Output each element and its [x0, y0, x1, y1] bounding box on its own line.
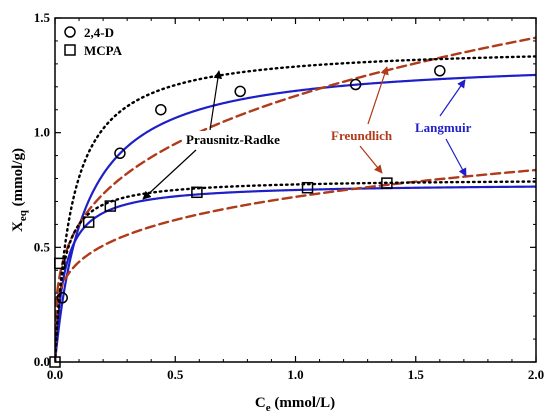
- legend-label-mcpa: MCPA: [84, 43, 123, 58]
- y-tick-label: 0.5: [34, 239, 51, 254]
- annotation-prausnitz-radke: Prausnitz-Radke: [142, 70, 293, 200]
- fit-curve-langmuir-mcpa: [55, 185, 536, 362]
- annotation-background: [184, 131, 293, 148]
- x-axis-title-subscript: e: [266, 402, 271, 414]
- annotation-arrow: [209, 70, 223, 131]
- x-axis-ticks: 0.0 0.5 1.0 1.5 2.0: [47, 18, 544, 382]
- legend-marker-circle: [64, 26, 76, 38]
- x-tick-label: 1.0: [287, 367, 303, 382]
- x-tick-label: 1.5: [408, 367, 425, 382]
- x-axis-title: Ce (mmol/L): [255, 395, 335, 414]
- data-point-circle: [155, 103, 167, 116]
- annotation-arrow: [367, 66, 389, 125]
- data-point-square: [82, 216, 95, 228]
- data-point-square: [381, 177, 393, 189]
- annotation-arrow: [439, 79, 466, 117]
- data-point-circle: [56, 292, 68, 304]
- annotation-arrow: [142, 149, 197, 200]
- data-point-circle: [114, 147, 126, 160]
- fit-curve-prausnitz-radke-2-4-d: [55, 55, 536, 362]
- annotation-label-langmuir: Langmuir: [415, 120, 472, 135]
- legend: 2,4-D MCPA: [64, 25, 123, 58]
- data-point-square: [104, 200, 117, 212]
- data-point-square: [301, 181, 314, 194]
- data-point-circle: [434, 64, 446, 77]
- data-point-circle: [349, 78, 362, 91]
- y-tick-label: 1.5: [34, 10, 51, 25]
- y-axis-title: Xeq (mmol/g): [10, 148, 29, 232]
- data-point-circle: [234, 85, 246, 98]
- legend-label-2-4-d: 2,4-D: [84, 25, 114, 40]
- fit-curve-freundlich-2-4-d: [55, 36, 536, 362]
- y-axis-ticks: 0.0 0.5 1.0 1.5: [34, 10, 536, 369]
- annotation-langmuir: Langmuir: [413, 79, 479, 177]
- x-tick-label: 0.5: [167, 367, 184, 382]
- x-tick-label: 2.0: [528, 367, 544, 382]
- y-tick-label: 1.0: [34, 125, 50, 140]
- x-axis-title-unit: (mmol/L): [271, 395, 336, 411]
- annotation-arrow: [445, 138, 467, 177]
- annotation-arrow: [359, 145, 383, 174]
- data-point-square: [191, 186, 203, 199]
- annotation-background: [413, 118, 479, 136]
- fit-curve-langmuir-2-4-d: [55, 73, 536, 362]
- fit-curves: [55, 36, 536, 362]
- legend-marker-square: [64, 44, 76, 56]
- data-points: [49, 64, 446, 368]
- fit-curve-freundlich-mcpa: [55, 168, 536, 362]
- annotation-freundlich: Freundlich: [328, 66, 404, 174]
- annotation-label-freundlich: Freundlich: [331, 128, 393, 143]
- fit-curve-prausnitz-radke-mcpa: [55, 180, 536, 362]
- annotation-label-prausnitz-radke: Prausnitz-Radke: [186, 132, 280, 147]
- y-axis-title-unit: (mmol/g): [10, 148, 26, 210]
- annotation-background: [328, 126, 404, 144]
- y-tick-label: 0.0: [34, 354, 50, 369]
- x-tick-label: 0.0: [47, 367, 63, 382]
- y-axis-title-subscript: eq: [17, 209, 29, 221]
